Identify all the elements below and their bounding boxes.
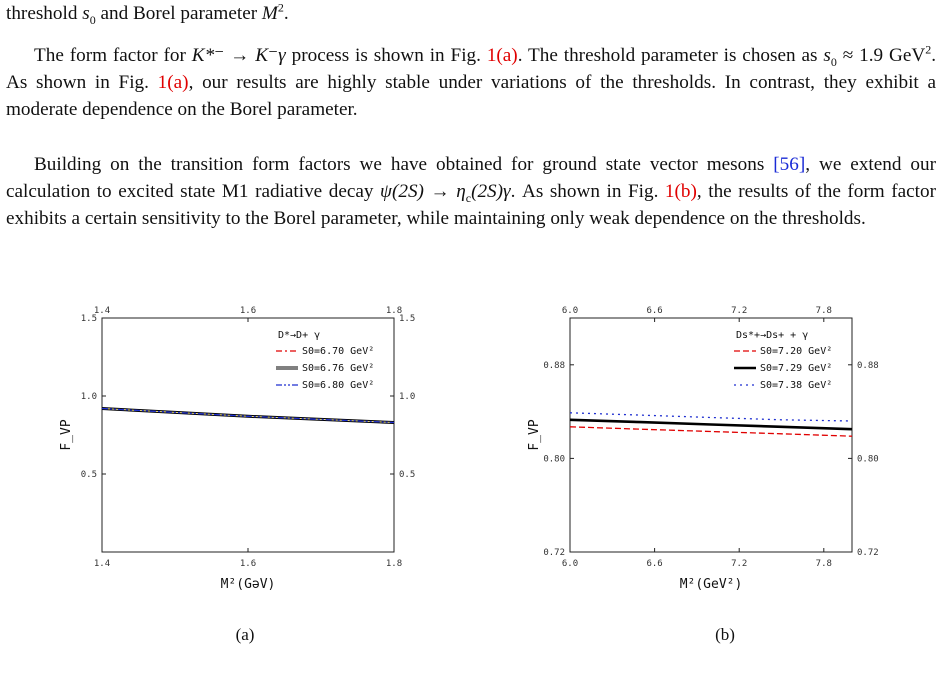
chart-a: 1.4 1.6 1.8 1.4 1.6 1.8 0.5 1.0 1.5 0.5 1.0 1.5 M²(G… <box>59 306 415 592</box>
y-axis-label: F_VP <box>527 419 542 450</box>
series-line-1 <box>569 418 853 431</box>
figure-ref-1a-second[interactable]: 1(a) <box>157 72 189 93</box>
y-tick-label: 0.5 <box>81 470 97 480</box>
paragraph-kaon: The form factor for K*⁻ → K⁻γ process is… <box>6 42 937 120</box>
x-tick-label-top: 7.8 <box>816 306 832 316</box>
y-tick-label: 0.80 <box>543 454 565 464</box>
caption-a: (a) <box>235 625 255 644</box>
series-line-0 <box>569 426 853 437</box>
x-tick-label: 6.0 <box>562 559 578 569</box>
y-tick-label-right: 0.80 <box>857 454 879 464</box>
y-tick-label-right: 1.5 <box>399 314 415 324</box>
x-tick-label-top: 1.8 <box>386 306 402 316</box>
legend-label-2: S0=6.80 GeV² <box>302 380 374 391</box>
x-tick-label-top: 1.4 <box>94 306 110 316</box>
x-axis-label: M²(GəV) <box>221 577 276 592</box>
series-line-2 <box>569 412 853 422</box>
y-tick-label: 1.5 <box>81 314 97 324</box>
x-tick-label: 7.8 <box>816 559 832 569</box>
legend-label-1: S0=7.29 GeV² <box>760 363 832 374</box>
x-tick-label: 1.4 <box>94 559 110 569</box>
plot-frame <box>569 317 853 553</box>
caption-b: (b) <box>715 625 735 644</box>
legend-label-1: S0=6.76 GeV² <box>302 363 374 374</box>
y-tick-label: 1.0 <box>81 392 97 402</box>
citation-56[interactable]: [56] <box>773 154 806 175</box>
x-tick-label-top: 7.2 <box>731 306 747 316</box>
chart-b: 6.0 6.6 7.2 7.8 6.0 6.6 7.2 7.8 0.72 0.80 0.88 0.72… <box>527 306 879 592</box>
text-line-top: threshold s0 and Borel parameter M2. <box>6 0 289 27</box>
x-tick-label: 6.6 <box>646 559 662 569</box>
paragraph-excited: Building on the transition form factors … <box>6 154 937 229</box>
legend-label-2: S0=7.38 GeV² <box>760 380 832 391</box>
y-tick-label-right: 0.5 <box>399 470 415 480</box>
figure-ref-1b[interactable]: 1(b) <box>664 181 697 202</box>
legend-label-0: S0=6.70 GeV² <box>302 346 374 357</box>
x-tick-label: 7.2 <box>731 559 747 569</box>
x-axis-label: M²(GeV²) <box>680 577 743 592</box>
figure-ref-1a[interactable]: 1(a) <box>486 45 518 66</box>
y-tick-label-right: 1.0 <box>399 392 415 402</box>
y-tick-label-right: 0.88 <box>857 361 879 371</box>
x-tick-label-top: 1.6 <box>240 306 256 316</box>
legend-title: Ds*+→Ds+ + γ <box>736 330 808 341</box>
x-tick-label-top: 6.6 <box>646 306 662 316</box>
series-line-2 <box>101 407 395 424</box>
y-tick-label-right: 0.72 <box>857 548 879 558</box>
x-tick-label: 1.8 <box>386 559 402 569</box>
legend-title: D*→D+ γ <box>278 330 320 341</box>
y-axis-label: F_VP <box>59 419 74 450</box>
y-tick-label: 0.88 <box>543 361 565 371</box>
x-tick-label: 1.6 <box>240 559 256 569</box>
legend-label-0: S0=7.20 GeV² <box>760 346 832 357</box>
x-tick-label-top: 6.0 <box>562 306 578 316</box>
y-tick-label: 0.72 <box>543 548 565 558</box>
